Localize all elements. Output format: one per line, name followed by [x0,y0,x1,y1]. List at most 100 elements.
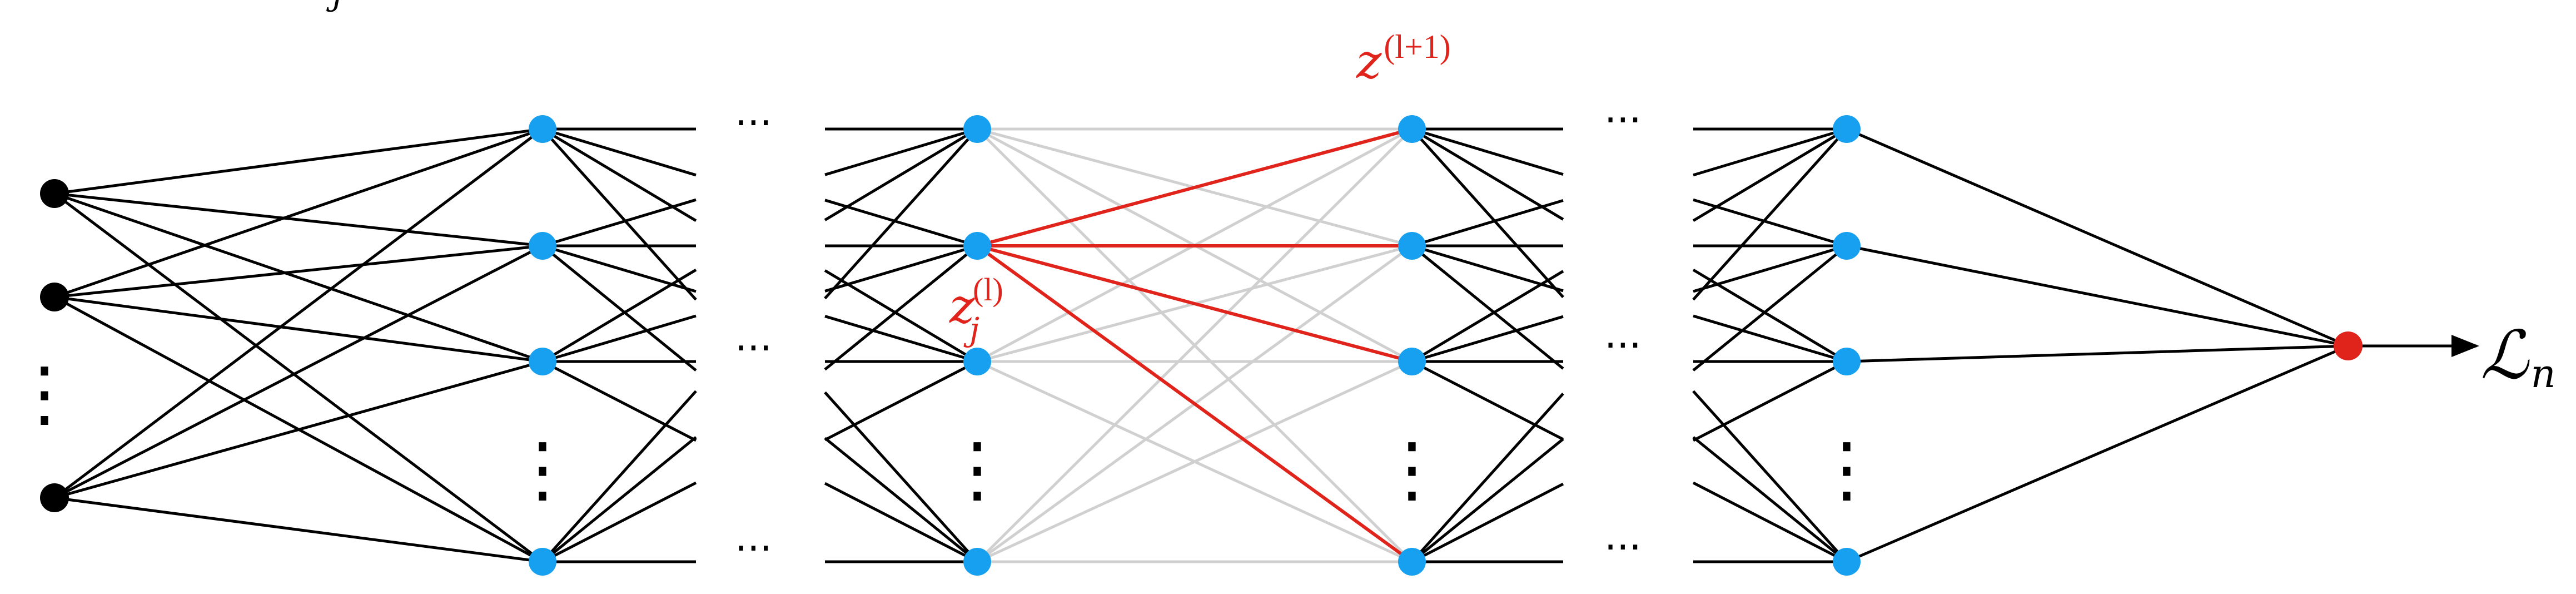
stub-h1-2-3 [541,360,697,442]
hdots-bottom-right: ··· [1604,524,1642,570]
stub-into-hlast-1-0 [1693,198,1847,248]
edge-input-1-h1-2 [54,295,543,363]
label-z-j-superscript: (l) [973,271,1003,308]
vdots-hidden-last: ⋮ [1811,427,1883,511]
stub-hl1-0-1 [1411,127,1564,176]
stub-h1-1-0 [542,198,697,248]
vdots-input: ⋮ [8,351,81,435]
hidden-node-h1-1 [529,232,556,260]
edge-input-0-h1-3 [53,192,544,563]
input-node-2 [40,483,69,512]
edge-input-2-h1-1 [53,244,544,499]
hidden-node-hl1-0 [1398,115,1426,143]
stub-into-hlast-3-1 [1692,436,1848,563]
faded-edge-3-0 [976,128,1413,563]
hidden-node-hl1-3 [1398,548,1426,576]
highlight-edge-zj-3 [976,244,1413,563]
stub-h1-2-0 [541,269,697,363]
vdots-hidden-l1: ⋮ [1376,427,1448,511]
stub-into-hl-0-2 [824,127,978,221]
output-node [2334,331,2363,360]
stub-into-hlast-0-2 [1692,127,1848,222]
stub-into-hl-2-3 [824,360,978,442]
highlight-edge-zj-2 [977,244,1413,363]
hidden-node-hl1-2 [1398,348,1426,375]
stub-into-hl-1-3 [824,245,978,371]
stub-into-hl-3-0 [824,391,978,563]
edge-hlast-1-out [1846,244,2349,348]
stub-hl1-2-1 [1411,315,1564,363]
input-node-0 [40,179,69,208]
stub-into-hlast-3-2 [1692,481,1848,563]
stub-hl1-1-2 [1411,244,1564,293]
edge-hlast-3-out [1846,344,2349,563]
hidden-node-h1-0 [529,115,556,143]
top-left-subscript: j [326,0,343,13]
hidden-node-hl-3 [963,548,991,576]
stub-h1-2-1 [542,314,697,363]
stub-into-hlast-0-3 [1692,128,1848,301]
stub-into-hl-2-1 [824,315,978,363]
stub-h1-1-3 [541,245,697,372]
hidden-node-hl-2 [963,348,991,375]
stub-h1-0-2 [541,127,697,222]
stub-into-hl-3-1 [824,437,978,563]
hidden-node-hl-1 [963,232,991,260]
stub-hl1-3-2 [1411,482,1564,563]
stub-hl1-3-0 [1411,393,1564,563]
stub-h1-0-1 [542,127,697,177]
edge-hlast-0-out [1846,127,2349,348]
input-node-1 [40,283,69,311]
stub-into-hl-3-2 [824,482,978,563]
stub-into-hl-1-2 [824,244,978,293]
stub-into-hlast-2-3 [1692,360,1848,442]
stub-into-hlast-1-3 [1692,245,1848,372]
edge-hlast-2-out [1846,344,2349,363]
hidden-node-hlast-0 [1833,115,1861,143]
label-z-next: z (l+1) [1356,28,1451,90]
highlighted-edges [976,127,1413,563]
edge-input-0-h1-0 [54,127,543,195]
edge-input-0-h1-1 [54,192,543,248]
stub-hl1-1-3 [1411,245,1564,370]
stub-into-hl-0-3 [824,128,978,300]
stub-into-hlast-2-0 [1692,269,1848,363]
edge-input-1-h1-1 [54,244,543,299]
nodes [40,115,2363,576]
stub-h1-3-2 [541,481,697,563]
hidden-node-hlast-2 [1833,348,1861,375]
hdots-mid-left: ··· [735,325,772,371]
stub-into-hl-2-0 [824,269,978,363]
hidden-node-h1-3 [529,548,556,576]
stub-into-hl-1-0 [824,199,978,248]
edge-input-1-h1-0 [54,127,543,299]
hdots-top-left: ··· [735,100,772,146]
hidden-node-h1-2 [529,348,556,375]
hdots-bottom-left: ··· [735,526,772,571]
stub-hl1-2-0 [1411,270,1564,363]
stub-hl1-2-3 [1411,360,1564,441]
hidden-node-hl-0 [963,115,991,143]
stub-into-hl-0-1 [824,127,978,176]
stub-hl1-0-2 [1411,127,1564,221]
hdots-top-right: ··· [1604,97,1642,143]
stub-into-hlast-0-1 [1693,127,1847,177]
edge-input-2-h1-3 [54,496,543,563]
edges [53,127,2349,563]
highlight-edge-zj-0 [977,127,1413,248]
label-z-j: z [949,279,975,334]
faded-edge-3-2 [976,360,1413,563]
stub-hl1-3-1 [1411,438,1564,563]
stub-hl1-0-3 [1411,128,1564,298]
hdots-mid-right: ··· [1604,323,1642,368]
hidden-node-hl1-1 [1398,232,1426,260]
edge-input-2-h1-0 [53,128,544,499]
stub-into-hlast-3-0 [1692,390,1848,563]
vdots-hidden-l: ⋮ [941,427,1013,511]
label-loss: ℒ n [2480,317,2556,397]
stub-h1-0-3 [541,128,697,301]
edge-input-2-h1-2 [54,360,543,499]
hidden-node-hlast-1 [1833,232,1861,260]
stub-h1-3-1 [541,436,697,563]
